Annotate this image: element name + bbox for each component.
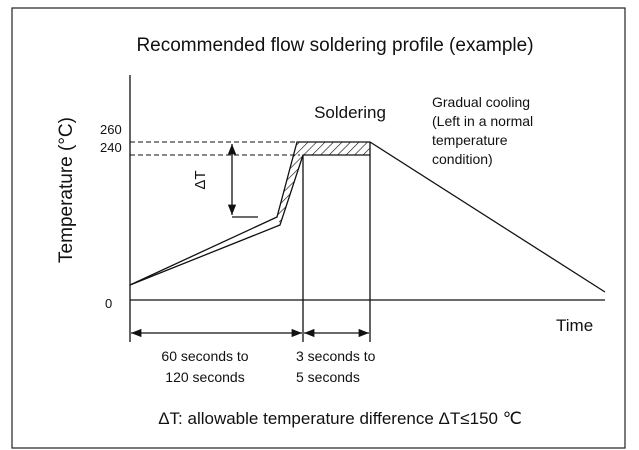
- note-line: temperature: [432, 132, 508, 148]
- frame: [11, 7, 626, 449]
- duration-label: 120 seconds: [165, 369, 244, 385]
- lower-profile: [129, 154, 370, 286]
- delta-label: ΔT: [192, 170, 209, 189]
- x-axis-label: Time: [556, 316, 593, 335]
- note-line: condition): [432, 151, 493, 167]
- y-label: 0: [105, 296, 112, 311]
- duration-label: 60 seconds to: [161, 348, 248, 364]
- upper-profile: [129, 141, 606, 293]
- duration-label: 3 seconds to: [296, 348, 376, 364]
- y-axis-label: Temperature (°C): [56, 117, 77, 263]
- soldering-label: Soldering: [314, 103, 386, 122]
- note-line: Gradual cooling: [432, 94, 530, 110]
- duration-label: 5 seconds: [296, 369, 360, 385]
- y-label: 260: [100, 122, 122, 137]
- note-line: (Left in a normal: [432, 113, 533, 129]
- footnote: ΔT: allowable temperature difference ΔT≤…: [158, 409, 522, 428]
- title: Recommended flow soldering profile (exam…: [136, 35, 533, 56]
- y-label: 240: [100, 140, 122, 155]
